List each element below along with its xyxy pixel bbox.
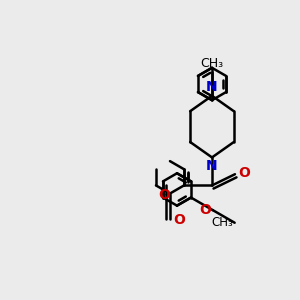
Text: CH₃: CH₃ xyxy=(211,216,233,229)
Text: O: O xyxy=(238,166,250,180)
Text: O: O xyxy=(199,203,211,217)
Text: O: O xyxy=(158,188,170,203)
Text: O: O xyxy=(173,213,185,227)
Text: N: N xyxy=(206,80,218,94)
Text: N: N xyxy=(206,159,218,173)
Text: CH₃: CH₃ xyxy=(200,57,224,70)
